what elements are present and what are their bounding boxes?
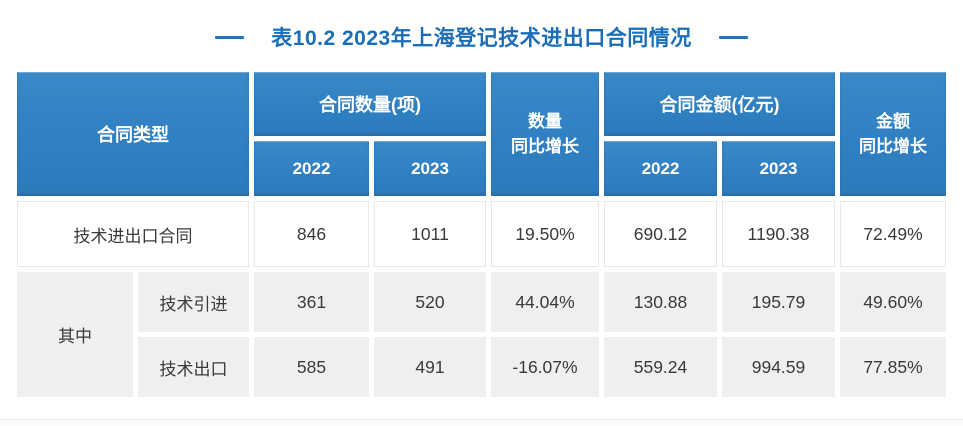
- row-import-amt-2023: 195.79: [722, 272, 835, 332]
- table-title-block: 表10.2 2023年上海登记技术进出口合同情况: [0, 0, 963, 52]
- page-bottom-divider: [0, 419, 963, 426]
- row-total-qty-2022: 846: [254, 201, 369, 267]
- row-total-amt-growth: 72.49%: [840, 201, 946, 267]
- row-export-qty-growth: -16.07%: [491, 337, 599, 397]
- row-export-qty-2022: 585: [254, 337, 369, 397]
- row-import-amt-2022: 130.88: [604, 272, 717, 332]
- row-import-qty-2023: 520: [374, 272, 486, 332]
- row-export-amt-growth: 77.85%: [840, 337, 946, 397]
- table-row-export: 技术出口 585 491 -16.07% 559.24 994.59 77.85…: [17, 337, 946, 397]
- row-total-amt-2023: 1190.38: [722, 201, 835, 267]
- row-export-amt-2022: 559.24: [604, 337, 717, 397]
- row-export-amt-2023: 994.59: [722, 337, 835, 397]
- row-total-label: 技术进出口合同: [17, 201, 249, 267]
- row-export-label: 技术出口: [138, 337, 249, 397]
- table-row-total: 技术进出口合同 846 1011 19.50% 690.12 1190.38 7…: [17, 201, 946, 267]
- title-left-dash: [215, 35, 245, 39]
- header-amount-growth: 金额 同比增长: [840, 72, 946, 196]
- row-total-qty-growth: 19.50%: [491, 201, 599, 267]
- row-total-qty-2023: 1011: [374, 201, 486, 267]
- row-import-qty-growth: 44.04%: [491, 272, 599, 332]
- row-export-qty-2023: 491: [374, 337, 486, 397]
- header-contract-type: 合同类型: [17, 72, 249, 196]
- row-total-amt-2022: 690.12: [604, 201, 717, 267]
- row-import-amt-growth: 49.60%: [840, 272, 946, 332]
- header-amt-2022: 2022: [604, 141, 717, 196]
- title-right-dash: [718, 35, 748, 39]
- header-qty-2023: 2023: [374, 141, 486, 196]
- header-quantity-growth: 数量 同比增长: [491, 72, 599, 196]
- row-group-label: 其中: [17, 272, 133, 397]
- header-quantity-growth-line1: 数量: [528, 111, 562, 131]
- header-amount-growth-line1: 金额: [876, 111, 910, 131]
- page-title: 表10.2 2023年上海登记技术进出口合同情况: [271, 27, 692, 50]
- table-row-import: 其中 技术引进 361 520 44.04% 130.88 195.79 49.…: [17, 272, 946, 397]
- header-qty-2022: 2022: [254, 141, 369, 196]
- header-amount-growth-line2: 同比增长: [859, 137, 927, 156]
- row-import-label: 技术引进: [138, 272, 249, 332]
- header-amt-2023: 2023: [722, 141, 835, 196]
- header-amount-group: 合同金额(亿元): [604, 72, 835, 136]
- header-quantity-growth-line2: 同比增长: [511, 137, 579, 156]
- contracts-table: 合同类型 合同数量(项) 数量 同比增长 合同金额(亿元) 金额 同比增长 20…: [12, 67, 951, 402]
- row-import-qty-2022: 361: [254, 272, 369, 332]
- header-quantity-group: 合同数量(项): [254, 72, 486, 136]
